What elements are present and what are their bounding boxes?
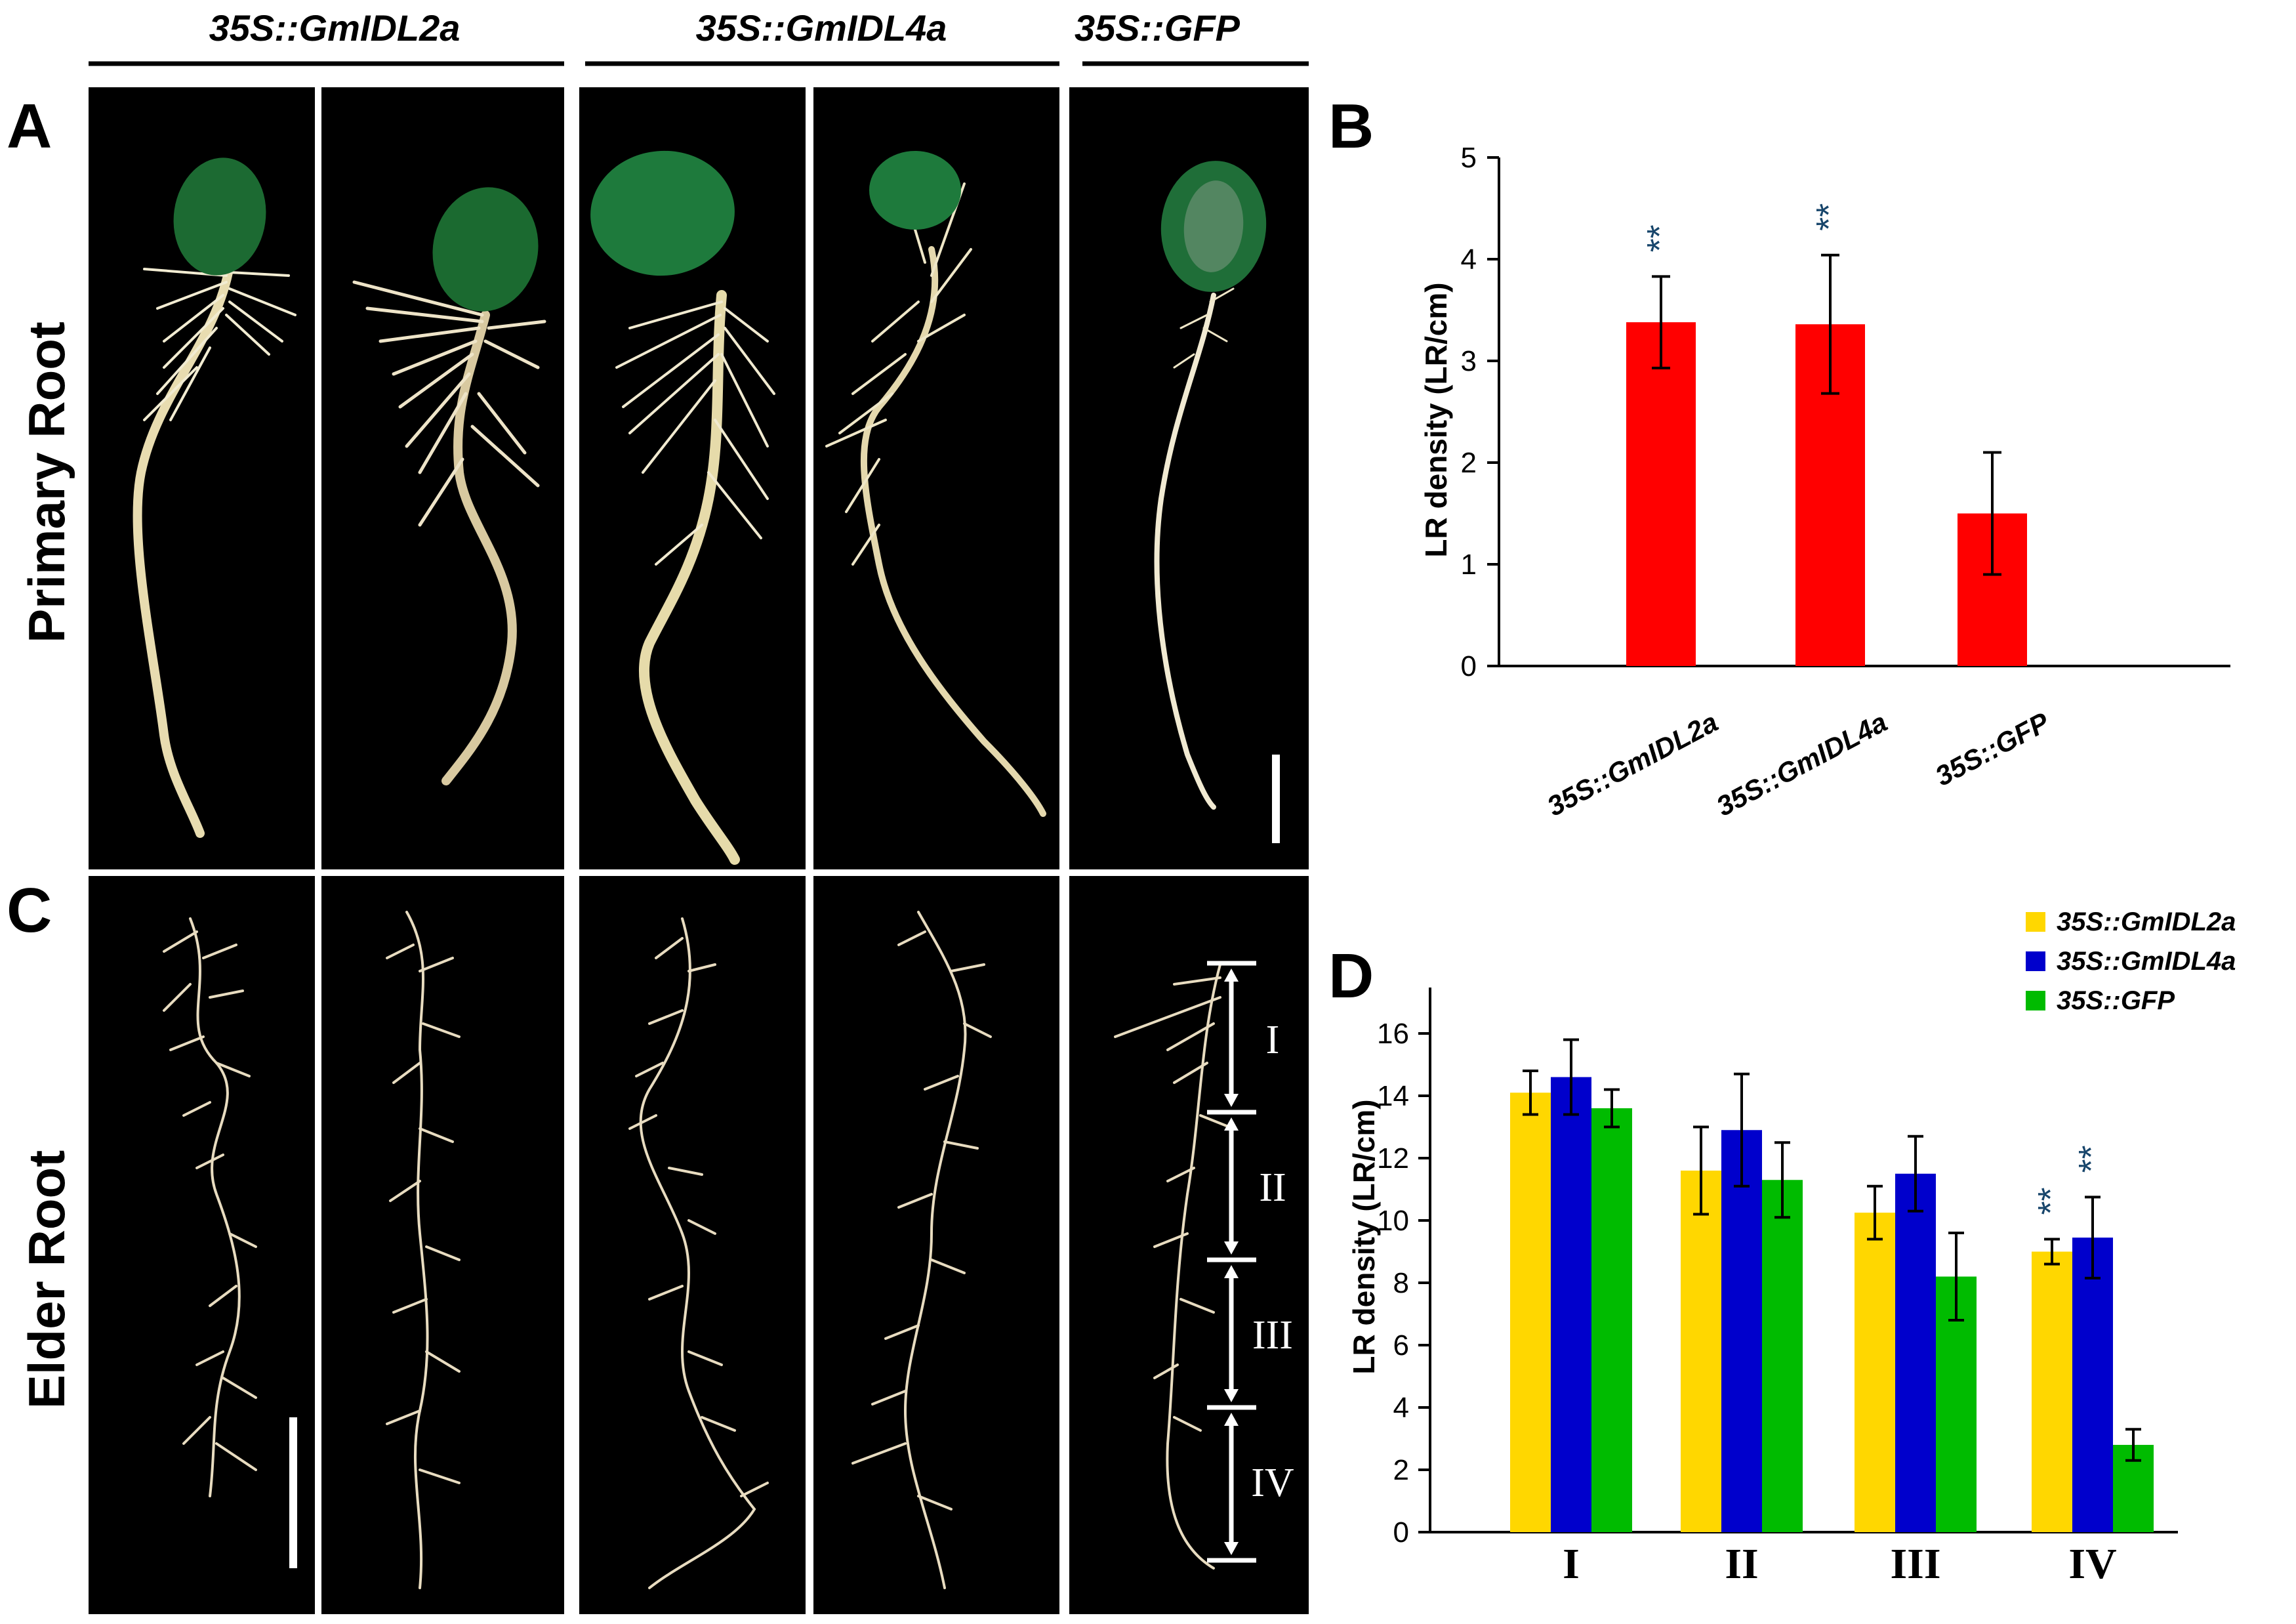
chart-d-bar	[1681, 1171, 1721, 1532]
photo-c-2	[321, 876, 564, 1614]
chart-b-ytick-label: 0	[1461, 650, 1477, 682]
segment-label-i: I	[1266, 1018, 1280, 1062]
chart-d-category-label: IV	[2068, 1540, 2116, 1588]
chart-d-ytick-label: 12	[1377, 1142, 1409, 1175]
chart-d-category-label: II	[1725, 1540, 1758, 1588]
chart-d-bar	[1551, 1077, 1591, 1532]
chart-d-category-label: I	[1563, 1540, 1580, 1588]
seedling-a-5	[1154, 161, 1267, 810]
chart-d-ytick-label: 14	[1377, 1080, 1409, 1112]
photo-c-4	[813, 876, 1059, 1614]
panel-label-c: C	[7, 875, 52, 946]
chart-b-significance: **	[1640, 224, 1679, 252]
photo-c-5	[1069, 876, 1309, 1614]
chart-d-ytick-label: 6	[1393, 1329, 1409, 1362]
chart-d-bar	[1721, 1130, 1762, 1532]
panel-a-photos	[89, 87, 1309, 869]
chart-b-ytick-label: 4	[1461, 243, 1477, 276]
chart-d-legend-label: 35S::GmIDL2a	[2057, 907, 2236, 936]
header-gmidl2a: 35S::GmIDL2a	[209, 7, 461, 49]
chart-b-ytick-label: 2	[1461, 447, 1477, 479]
panel-c-photos: I II III IV	[89, 876, 1309, 1614]
segment-label-iii: III	[1252, 1313, 1293, 1358]
chart-d-significance: **	[2031, 1187, 2070, 1215]
genotype-headers: 35S::GmIDL2a 35S::GmIDL4a 35S::GFP	[89, 7, 1309, 66]
chart-b-ytick-label: 5	[1461, 142, 1477, 174]
header-gfp: 35S::GFP	[1075, 7, 1240, 49]
elder-roots	[163, 911, 1235, 1589]
chart-d-bar	[2032, 1251, 2072, 1532]
chart-d-legend-swatch	[2026, 991, 2045, 1010]
chart-d-significance: **	[2072, 1145, 2111, 1173]
chart-d-ytick-label: 4	[1393, 1392, 1409, 1424]
row-label-elder-root: Elder Root	[18, 1150, 75, 1409]
segment-arrows	[1224, 968, 1239, 1555]
segment-label-iv: IV	[1251, 1461, 1294, 1505]
chart-b-y-axis-label: LR density (LR/cm)	[1419, 282, 1453, 557]
seedling-a-3	[590, 150, 775, 865]
seedling-a-2	[352, 187, 546, 785]
photo-c-1	[89, 876, 315, 1614]
chart-b-significance: **	[1809, 203, 1849, 231]
chart-d-ytick-label: 8	[1393, 1267, 1409, 1299]
chart-b: LR density (LR/cm) 0 1 2 3 4 5 **35S::GmIDL2a…	[1419, 142, 2230, 822]
chart-d-ytick-label: 10	[1377, 1205, 1409, 1237]
chart-d-ytick-label: 0	[1393, 1516, 1409, 1549]
chart-d-ytick-label: 2	[1393, 1454, 1409, 1486]
row-label-primary-root: Primary Root	[18, 322, 75, 643]
segment-markers	[1207, 961, 1256, 1563]
chart-d-legend-swatch	[2026, 912, 2045, 932]
chart-b-ytick-label: 1	[1461, 549, 1477, 581]
panel-label-b: B	[1328, 91, 1374, 161]
chart-b-category-label: 35S::GmIDL4a	[1712, 706, 1893, 822]
chart-d-bar	[1895, 1173, 1936, 1532]
chart-d-y-axis-label: LR density (LR/cm)	[1347, 1099, 1381, 1374]
photo-c-3	[579, 876, 806, 1614]
chart-d-ytick-label: 16	[1377, 1018, 1409, 1050]
chart-d-legend-label: 35S::GmIDL4a	[2057, 947, 2236, 976]
panel-label-d: D	[1328, 941, 1374, 1011]
chart-d-bar	[2072, 1238, 2113, 1532]
chart-d-bar	[1591, 1108, 1632, 1532]
header-gmidl4a: 35S::GmIDL4a	[696, 7, 947, 49]
segment-label-ii: II	[1259, 1165, 1286, 1210]
chart-d-bar	[1510, 1093, 1551, 1532]
seedling-a-4	[825, 151, 1046, 817]
chart-d-legend-swatch	[2026, 951, 2045, 971]
seedling-a-1	[133, 157, 297, 838]
panel-label-a: A	[7, 91, 52, 161]
chart-d-legend-label: 35S::GFP	[2057, 986, 2175, 1015]
chart-b-bar	[1626, 322, 1696, 667]
chart-b-category-label: 35S::GFP	[1930, 706, 2055, 792]
chart-b-ytick-label: 3	[1461, 345, 1477, 377]
chart-d-bar	[1855, 1213, 1895, 1532]
chart-d-bar	[1762, 1180, 1803, 1532]
chart-b-category-label: 35S::GmIDL2a	[1542, 706, 1723, 822]
chart-d-category-label: III	[1890, 1540, 1940, 1588]
